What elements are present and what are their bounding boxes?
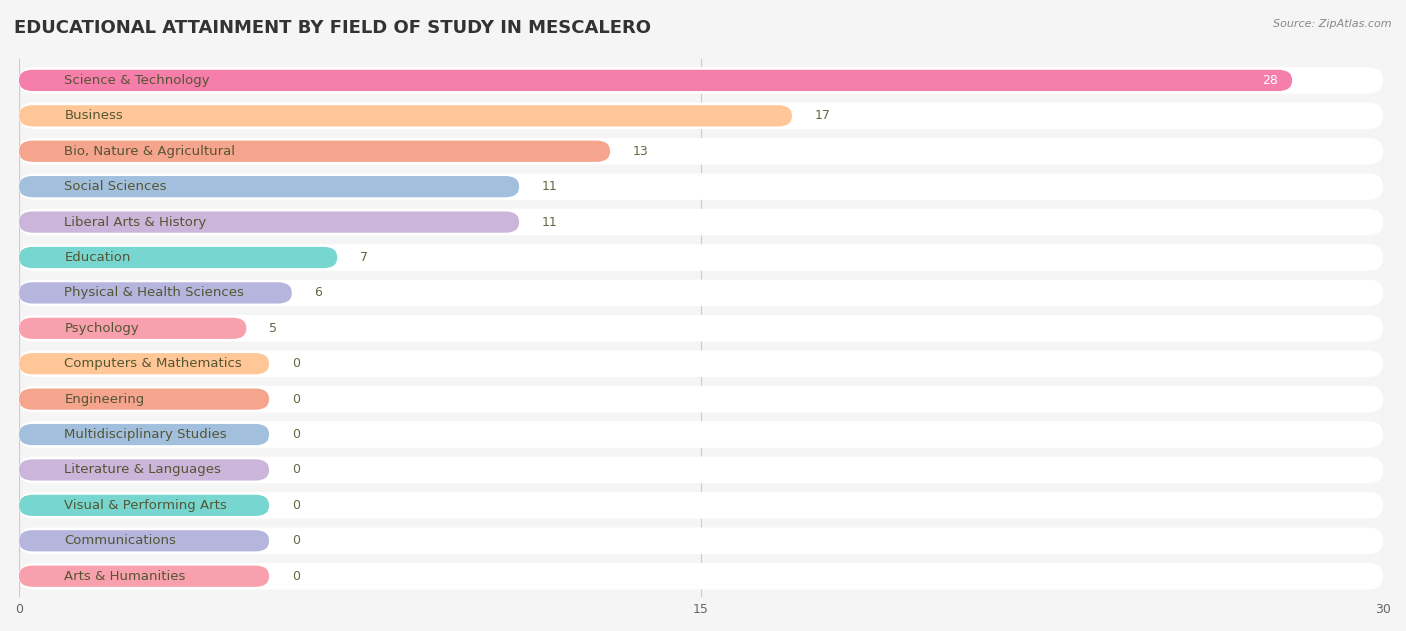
FancyBboxPatch shape (20, 563, 1384, 589)
FancyBboxPatch shape (20, 457, 1384, 483)
FancyBboxPatch shape (20, 495, 269, 516)
FancyBboxPatch shape (20, 422, 1384, 448)
Text: Social Sciences: Social Sciences (65, 180, 167, 193)
FancyBboxPatch shape (20, 282, 292, 304)
Text: 0: 0 (292, 499, 299, 512)
Text: Arts & Humanities: Arts & Humanities (65, 570, 186, 582)
Text: 6: 6 (315, 286, 322, 299)
FancyBboxPatch shape (20, 353, 269, 374)
FancyBboxPatch shape (20, 492, 1384, 519)
FancyBboxPatch shape (20, 530, 269, 551)
FancyBboxPatch shape (20, 528, 1384, 554)
Text: 0: 0 (292, 357, 299, 370)
Text: Multidisciplinary Studies: Multidisciplinary Studies (65, 428, 228, 441)
Text: 7: 7 (360, 251, 368, 264)
FancyBboxPatch shape (20, 105, 792, 126)
Text: 0: 0 (292, 392, 299, 406)
Text: 0: 0 (292, 570, 299, 582)
FancyBboxPatch shape (20, 211, 519, 233)
FancyBboxPatch shape (20, 141, 610, 162)
Text: 28: 28 (1263, 74, 1278, 87)
Text: EDUCATIONAL ATTAINMENT BY FIELD OF STUDY IN MESCALERO: EDUCATIONAL ATTAINMENT BY FIELD OF STUDY… (14, 19, 651, 37)
Text: Physical & Health Sciences: Physical & Health Sciences (65, 286, 245, 299)
FancyBboxPatch shape (20, 209, 1384, 235)
FancyBboxPatch shape (20, 386, 1384, 413)
FancyBboxPatch shape (20, 424, 269, 445)
FancyBboxPatch shape (20, 244, 1384, 271)
Text: 0: 0 (292, 428, 299, 441)
Text: 11: 11 (541, 180, 558, 193)
FancyBboxPatch shape (20, 565, 269, 587)
FancyBboxPatch shape (20, 67, 1384, 93)
Text: Communications: Communications (65, 534, 176, 547)
Text: Source: ZipAtlas.com: Source: ZipAtlas.com (1274, 19, 1392, 29)
FancyBboxPatch shape (20, 350, 1384, 377)
Text: 11: 11 (541, 216, 558, 228)
Text: 17: 17 (814, 109, 831, 122)
Text: Psychology: Psychology (65, 322, 139, 335)
FancyBboxPatch shape (20, 317, 246, 339)
Text: Literature & Languages: Literature & Languages (65, 463, 221, 476)
FancyBboxPatch shape (20, 174, 1384, 200)
Text: 0: 0 (292, 534, 299, 547)
Text: 0: 0 (292, 463, 299, 476)
FancyBboxPatch shape (20, 103, 1384, 129)
FancyBboxPatch shape (20, 459, 269, 481)
FancyBboxPatch shape (20, 176, 519, 198)
Text: Science & Technology: Science & Technology (65, 74, 209, 87)
FancyBboxPatch shape (20, 315, 1384, 341)
Text: Computers & Mathematics: Computers & Mathematics (65, 357, 242, 370)
Text: Engineering: Engineering (65, 392, 145, 406)
Text: Bio, Nature & Agricultural: Bio, Nature & Agricultural (65, 144, 235, 158)
Text: Business: Business (65, 109, 124, 122)
FancyBboxPatch shape (20, 247, 337, 268)
Text: Liberal Arts & History: Liberal Arts & History (65, 216, 207, 228)
Text: 5: 5 (269, 322, 277, 335)
Text: Visual & Performing Arts: Visual & Performing Arts (65, 499, 228, 512)
FancyBboxPatch shape (20, 389, 269, 410)
Text: Education: Education (65, 251, 131, 264)
FancyBboxPatch shape (20, 70, 1292, 91)
FancyBboxPatch shape (20, 280, 1384, 306)
FancyBboxPatch shape (20, 138, 1384, 165)
Text: 13: 13 (633, 144, 648, 158)
